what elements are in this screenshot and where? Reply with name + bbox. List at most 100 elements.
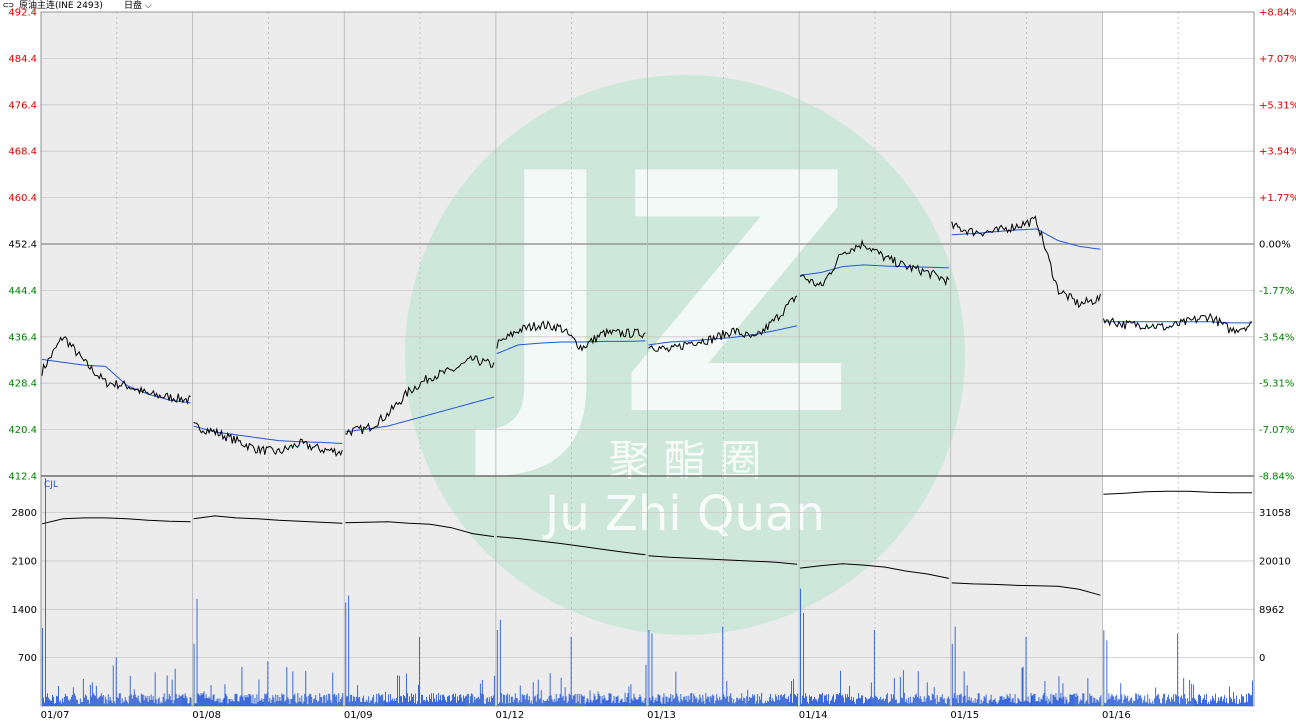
price-axis-label: 444.4	[8, 286, 37, 297]
volume-bar	[1052, 694, 1054, 706]
volume-bar	[553, 698, 555, 706]
volume-bar	[478, 698, 480, 706]
volume-bar	[490, 696, 492, 706]
volume-bar	[827, 700, 828, 706]
volume-bar	[474, 700, 476, 706]
volume-bar	[569, 694, 571, 706]
volume-bar	[491, 698, 493, 706]
volume-bar	[470, 693, 472, 706]
volume-bar	[1203, 698, 1204, 706]
volume-bar	[666, 697, 668, 706]
volume-bar	[463, 695, 464, 706]
volume-bar	[1044, 681, 1046, 706]
volume-bar	[1010, 702, 1012, 706]
volume-bar	[1051, 703, 1053, 706]
volume-bar	[1189, 679, 1191, 706]
volume-bar	[176, 698, 178, 706]
volume-bar	[749, 696, 751, 706]
open-interest-axis-label: 31058	[1259, 508, 1291, 519]
volume-bar	[730, 693, 732, 706]
date-axis-label: 01/13	[647, 710, 676, 721]
volume-bar	[211, 700, 213, 706]
volume-bar	[737, 697, 739, 706]
volume-bar	[282, 694, 284, 706]
volume-bar	[899, 677, 901, 706]
volume-bar	[189, 697, 191, 706]
volume-bar	[633, 693, 635, 706]
volume-bar	[411, 693, 412, 706]
volume-bar	[636, 700, 638, 706]
volume-bar	[599, 696, 601, 706]
volume-bar	[937, 702, 939, 706]
volume-bar	[379, 694, 381, 706]
volume-bar	[1026, 700, 1028, 706]
volume-bar	[760, 699, 762, 706]
volume-bar	[948, 698, 950, 706]
volume-bar	[428, 702, 429, 706]
volume-bar	[229, 699, 231, 706]
volume-bar	[1074, 693, 1076, 706]
volume-bar	[175, 693, 177, 706]
volume-bar	[202, 693, 204, 706]
volume-bar	[222, 699, 224, 706]
volume-bar	[1154, 698, 1156, 706]
date-axis-label: 01/08	[192, 710, 221, 721]
volume-bar	[786, 698, 788, 706]
volume-bar	[200, 693, 202, 706]
volume-bar	[415, 693, 416, 706]
volume-bar	[120, 703, 122, 706]
volume-bar	[264, 693, 266, 706]
volume-bar	[386, 701, 387, 706]
volume-bar	[429, 694, 430, 706]
volume-bar	[256, 694, 258, 706]
volume-bar	[640, 696, 642, 706]
volume-bar	[1005, 698, 1007, 706]
volume-bar	[850, 700, 851, 706]
volume-bar	[985, 694, 987, 706]
volume-bar	[1219, 700, 1220, 706]
volume-bar	[612, 700, 614, 706]
volume-bar	[358, 697, 360, 706]
volume-bar	[639, 694, 641, 706]
volume-bar	[1196, 701, 1197, 706]
volume-bar	[719, 696, 721, 706]
watermark: JZ聚 酯 圈Ju Zhi Quan	[405, 75, 965, 635]
open-interest-line	[648, 555, 798, 565]
volume-peak-bar	[345, 602, 347, 706]
volume-bar	[634, 697, 636, 706]
volume-bar	[923, 696, 925, 706]
session-selector[interactable]: 日盘 ⌵	[124, 0, 152, 12]
volume-bar	[67, 699, 69, 706]
volume-bar	[1147, 694, 1149, 706]
volume-bar	[1158, 694, 1160, 706]
link-icon[interactable]: ⊂⊃	[3, 1, 14, 11]
volume-bar	[1170, 701, 1172, 706]
volume-bar	[154, 672, 156, 706]
price-axis-label: 484.4	[8, 54, 37, 65]
volume-bar	[1251, 695, 1252, 706]
volume-bar	[406, 673, 407, 706]
volume-bar	[459, 694, 460, 706]
volume-bar	[1217, 701, 1218, 706]
volume-bar	[218, 702, 220, 706]
volume-bar	[1050, 693, 1052, 706]
volume-bar	[443, 694, 444, 706]
volume-bar	[271, 699, 273, 706]
volume-bar	[325, 702, 327, 706]
volume-bar	[532, 682, 534, 706]
volume-bar	[855, 703, 856, 706]
percent-axis-label: +3.54%	[1259, 147, 1296, 158]
volume-bar	[82, 678, 84, 706]
volume-bar	[723, 694, 725, 706]
volume-bar	[579, 703, 581, 706]
volume-bar	[697, 702, 699, 706]
volume-bar	[549, 673, 551, 706]
volume-bar	[424, 700, 425, 706]
volume-bar	[90, 696, 92, 706]
volume-bar	[784, 693, 786, 706]
volume-bar	[157, 698, 159, 706]
volume-bar	[1127, 695, 1129, 706]
volume-bar	[166, 675, 168, 706]
volume-bar	[209, 698, 211, 706]
